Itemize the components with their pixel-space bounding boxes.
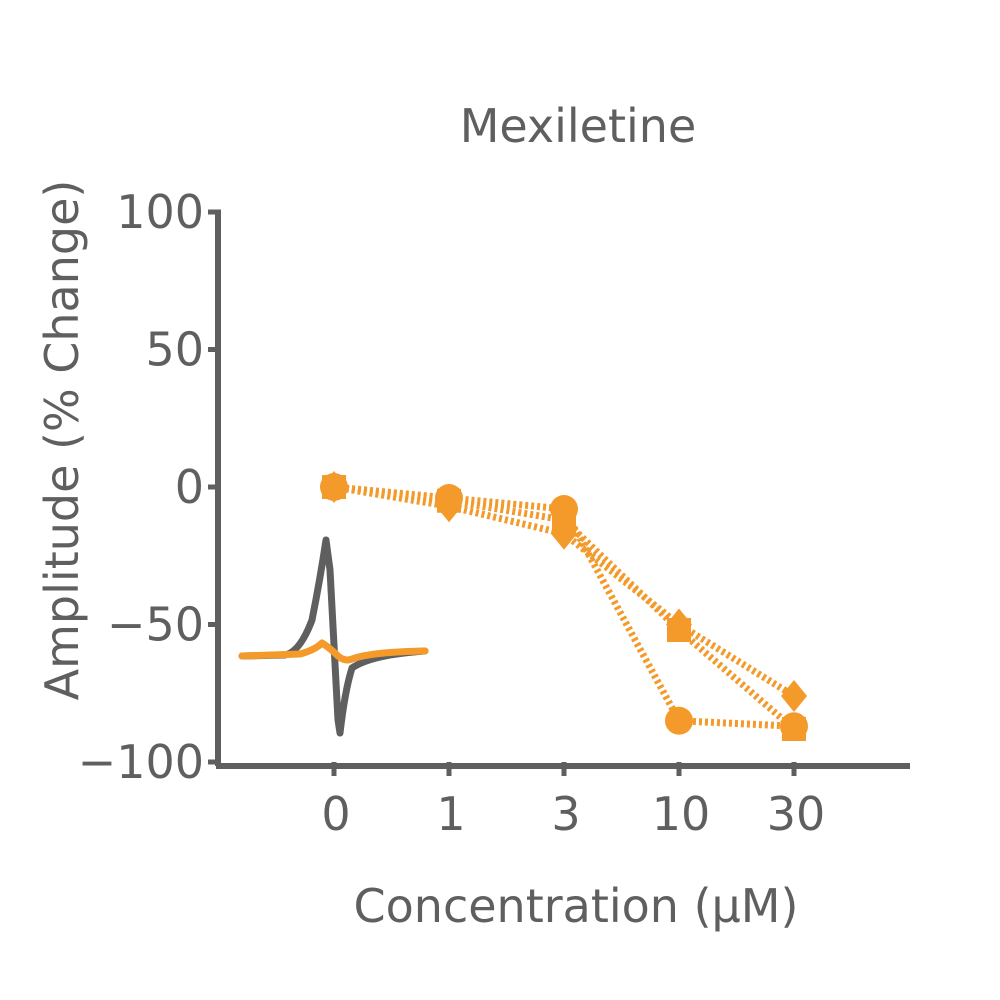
y-tick-label: −100 — [78, 735, 204, 789]
inset-waveform — [238, 536, 429, 737]
data-point — [552, 508, 576, 532]
data-point — [322, 475, 346, 499]
data-point — [665, 706, 693, 735]
x-tick-label: 10 — [652, 787, 711, 841]
waveform-trace-drug — [238, 639, 429, 664]
x-axis-label: Concentration (μM) — [354, 879, 799, 933]
x-tick-label: 0 — [321, 787, 350, 841]
data-series — [320, 471, 808, 741]
data-point — [667, 618, 691, 642]
x-tick-label: 1 — [436, 787, 465, 841]
x-tick-label: 3 — [551, 787, 580, 841]
y-tick-label: 0 — [175, 460, 204, 514]
data-point — [782, 717, 806, 741]
y-tick-label: 50 — [145, 323, 204, 377]
y-axis-label: Amplitude (% Change) — [35, 180, 89, 701]
y-tick-label: −50 — [107, 598, 204, 652]
y-tick-label: 100 — [116, 185, 204, 239]
chart-title: Mexiletine — [460, 99, 697, 153]
series-line — [333, 483, 795, 730]
waveform-trace-icon — [238, 536, 429, 737]
data-point — [781, 680, 807, 712]
x-tick-label: 30 — [767, 787, 826, 841]
x-axis-ticks: 0 1 3 10 30 — [321, 762, 825, 841]
data-point — [437, 488, 461, 513]
y-axis-ticks: 100 50 0 −50 −100 — [78, 185, 221, 789]
series-square — [322, 475, 806, 741]
